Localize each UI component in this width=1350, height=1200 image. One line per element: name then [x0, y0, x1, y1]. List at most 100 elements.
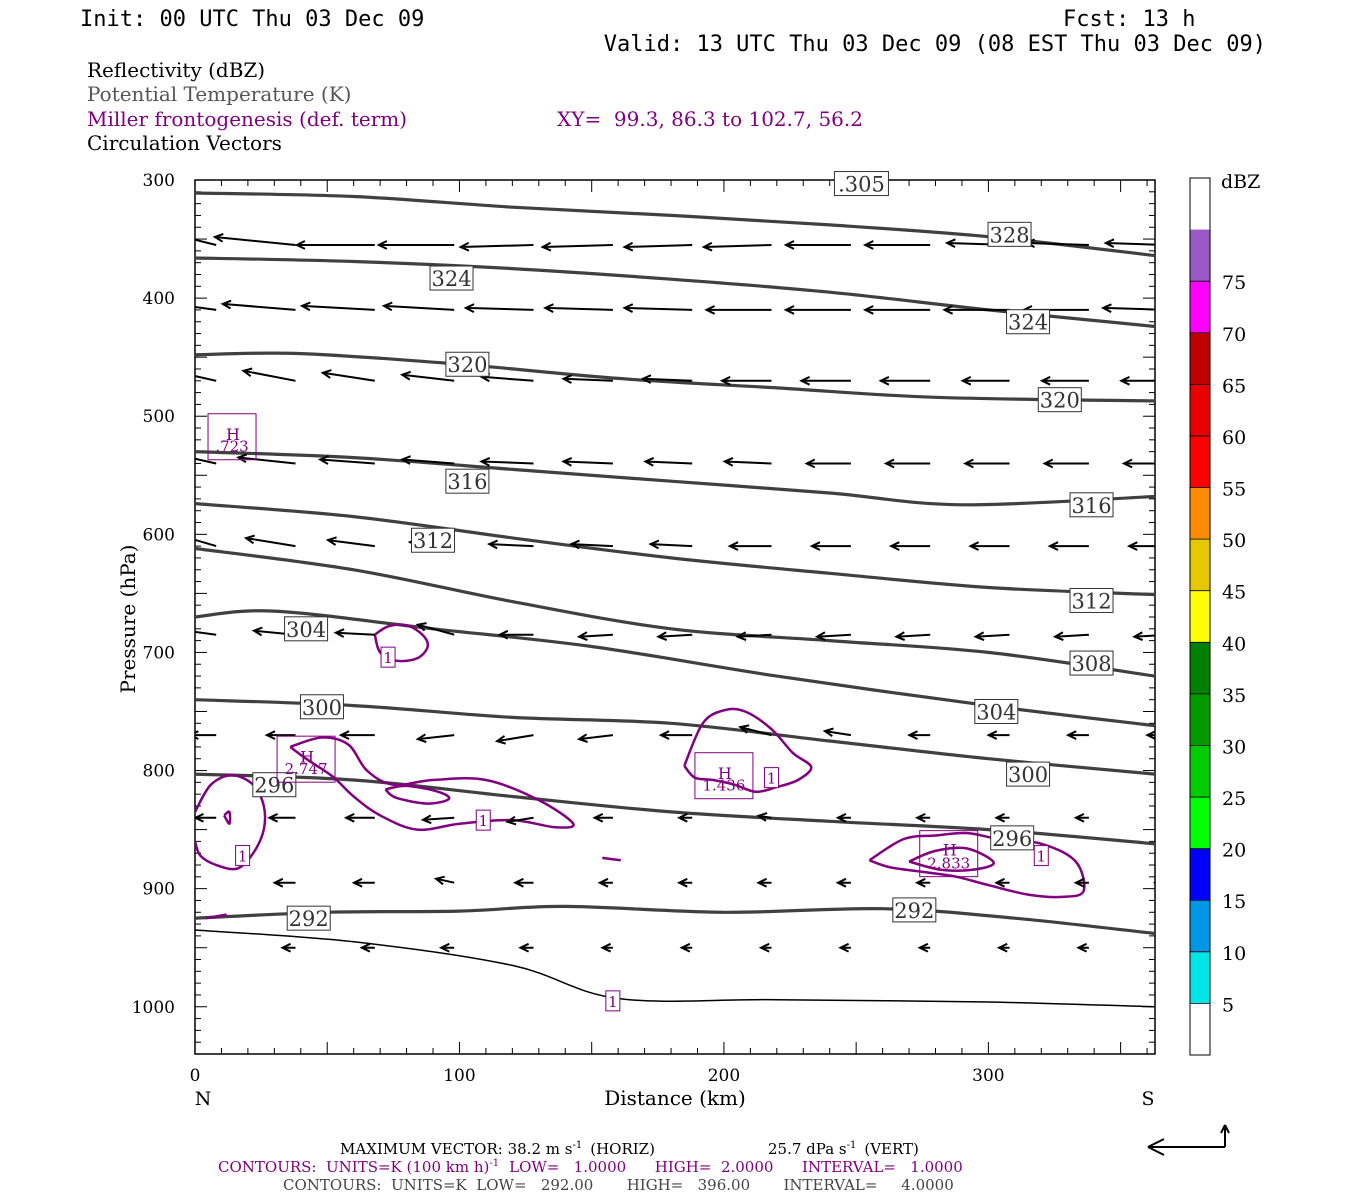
theta-label: 304	[286, 618, 326, 642]
theta-label-box	[286, 905, 331, 931]
circulation-vector	[497, 629, 534, 640]
theta-label: 316	[1071, 494, 1111, 518]
x-tick-label: 300	[972, 1066, 1004, 1086]
circulation-vector	[267, 812, 296, 823]
circulation-vector	[195, 730, 217, 740]
circulation-vector	[917, 942, 931, 953]
max-vector-horiz: MAXIMUM VECTOR: 38.2 m s	[340, 1140, 572, 1158]
fronto-label-box	[475, 809, 491, 831]
y-tick-label: 300	[143, 171, 175, 191]
colorbar-segment	[1190, 951, 1210, 1004]
theta-label-box	[1069, 492, 1114, 518]
circulation-vector	[799, 375, 851, 386]
circulation-vector	[486, 539, 534, 550]
circulation-vector	[438, 942, 455, 953]
circulation-vector	[963, 458, 1010, 469]
circulation-vector	[280, 942, 296, 953]
circulation-vector	[756, 877, 772, 888]
circulation-vector	[914, 812, 931, 823]
fronto-label-box	[380, 646, 396, 668]
circulation-vector	[994, 877, 1010, 888]
circulation-vector	[758, 942, 772, 953]
fronto-label: 1	[238, 848, 248, 866]
colorbar-segment	[1190, 229, 1210, 282]
circulation-vector	[494, 734, 534, 745]
colorbar: 5 10 15 20 25 30 35 40 45 50 55 60 65 70 75 dBZ	[1189, 171, 1260, 1056]
circulation-vector	[576, 733, 614, 743]
colorbar-level-label: 25	[1222, 788, 1246, 810]
circulation-vector	[317, 455, 375, 465]
circulation-vector	[518, 942, 534, 953]
theta-label-box	[284, 616, 329, 642]
theta-contour-296	[195, 772, 1155, 846]
circulation-vector	[236, 453, 296, 465]
colorbar-segment	[1190, 797, 1210, 849]
theta-contour-320	[195, 351, 1155, 403]
theta-label-box	[987, 221, 1032, 247]
circulation-vector	[756, 812, 772, 822]
circulation-vector	[1039, 375, 1089, 386]
theta-label: 324	[1008, 311, 1048, 335]
fronto-high-marker: H	[943, 841, 957, 860]
circulation-vector	[1100, 303, 1155, 313]
circulation-vector	[888, 541, 931, 551]
circulation-vector	[676, 812, 693, 823]
fronto-label: 1	[383, 649, 393, 667]
colorbar-segment	[1190, 332, 1210, 385]
circulation-vector	[399, 455, 455, 465]
circulation-vector	[1152, 816, 1155, 819]
plot-area: 328 324 324 320 320 316 316 312 312 308 304 304 300 3…	[116, 171, 1156, 1110]
circulation-vector	[592, 812, 613, 823]
theta-label: 292	[289, 907, 329, 931]
circulation-vector	[722, 456, 772, 467]
theta-contour-308	[195, 546, 1155, 678]
reference-vector	[1147, 1124, 1230, 1156]
x-end-label-left: N	[195, 1088, 212, 1110]
y-tick-label: 900	[143, 880, 175, 900]
theta-label-box	[252, 772, 297, 798]
colorbar-segment	[1190, 487, 1210, 540]
circulation-vector	[986, 730, 1010, 740]
circulation-vector	[561, 374, 613, 384]
max-vector-vert-unit: (VERT)	[864, 1140, 919, 1158]
circulation-vector	[1073, 877, 1089, 888]
circulation-vector	[272, 877, 296, 888]
fronto-contour	[289, 736, 575, 832]
circulation-vector	[676, 877, 693, 888]
circulation-vector	[333, 628, 375, 638]
circulation-vector	[569, 539, 613, 550]
circulation-vector	[505, 815, 534, 826]
circulation-vector	[1121, 458, 1155, 469]
circulation-vector	[835, 812, 851, 823]
circulation-vector	[1076, 942, 1089, 953]
theta-label-box	[833, 171, 889, 197]
circulation-vector	[243, 534, 296, 548]
circulation-vector	[463, 303, 534, 313]
fronto-contour-units-sup: -1	[489, 1158, 499, 1169]
fronto-max-box	[694, 752, 754, 800]
circulation-vectors	[195, 232, 1155, 953]
y-tick-label: 600	[143, 525, 175, 545]
field-frontogenesis: Miller frontogenesis (def. term)	[87, 107, 407, 131]
circulation-vector	[643, 456, 693, 467]
circulation-vector	[294, 240, 375, 250]
fronto-contour-info: CONTOURS: UNITS=K (100 km h)-1 LOW= 1.000…	[218, 1158, 963, 1176]
colorbar-segment	[1190, 539, 1210, 591]
contour-labels: 328 324 324 320 320 316 316 312 312 308 304 304 300 3…	[207, 171, 1114, 1012]
colorbar-segment	[1190, 693, 1210, 746]
circulation-vector	[241, 367, 296, 382]
circulation-vector	[735, 631, 772, 642]
colorbar-segment	[1190, 178, 1210, 230]
colorbar-segment	[1190, 745, 1210, 798]
circulation-vector	[658, 730, 693, 740]
fronto-max-box	[276, 735, 336, 783]
colorbar-level-label: 45	[1222, 582, 1246, 604]
fronto-contour	[195, 774, 267, 871]
circulation-vector	[783, 240, 851, 250]
fronto-label-box	[764, 767, 780, 789]
x-tick-label: 200	[708, 1066, 740, 1086]
circulation-vector	[862, 305, 931, 315]
theta-label-box	[411, 527, 456, 553]
circulation-vector	[195, 305, 217, 311]
